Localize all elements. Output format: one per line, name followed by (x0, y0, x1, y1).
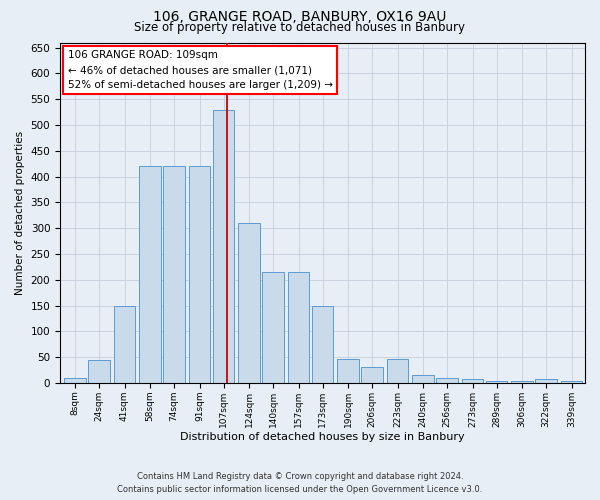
Bar (461, 379, 484, 383)
Text: 106 GRANGE ROAD: 109sqm
← 46% of detached houses are smaller (1,071)
52% of semi: 106 GRANGE ROAD: 109sqm ← 46% of detache… (68, 50, 332, 90)
Text: 106, GRANGE ROAD, BANBURY, OX16 9AU: 106, GRANGE ROAD, BANBURY, OX16 9AU (154, 10, 446, 24)
Bar (287, 272, 310, 383)
Bar (485, 382, 508, 383)
Bar (113, 306, 136, 383)
Bar (412, 375, 434, 383)
Bar (212, 110, 235, 383)
Bar (361, 368, 383, 383)
Bar (560, 382, 583, 383)
X-axis label: Distribution of detached houses by size in Banbury: Distribution of detached houses by size … (180, 432, 465, 442)
Bar (64, 378, 86, 383)
Text: Size of property relative to detached houses in Banbury: Size of property relative to detached ho… (134, 21, 466, 34)
Y-axis label: Number of detached properties: Number of detached properties (15, 130, 25, 295)
Bar (511, 382, 533, 383)
Bar (386, 358, 409, 383)
Text: Contains HM Land Registry data © Crown copyright and database right 2024.
Contai: Contains HM Land Registry data © Crown c… (118, 472, 482, 494)
Bar (163, 166, 185, 383)
Bar (262, 272, 284, 383)
Bar (188, 166, 211, 383)
Bar (436, 378, 458, 383)
Bar (139, 166, 161, 383)
Bar (88, 360, 110, 383)
Bar (311, 306, 334, 383)
Bar (535, 380, 557, 383)
Bar (337, 358, 359, 383)
Bar (238, 223, 260, 383)
